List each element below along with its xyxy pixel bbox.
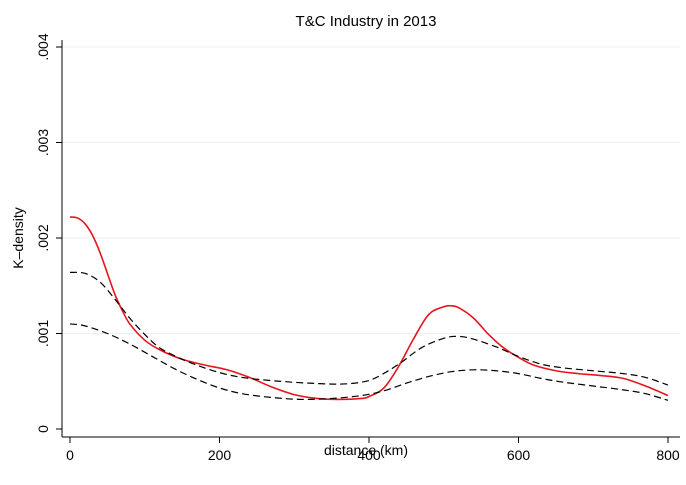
y-tick-label: .004 [35, 33, 51, 60]
grid-lines [62, 46, 680, 334]
x-tick-label: 600 [507, 447, 531, 463]
y-axis-title: K–density [10, 207, 26, 268]
x-ticks: 0 200 400 600 800 [66, 437, 680, 463]
density-curve-red [69, 216, 669, 401]
x-axis-title: distance (km) [324, 442, 408, 458]
x-tick-label: 200 [208, 447, 232, 463]
x-tick-label: 0 [66, 447, 74, 463]
confidence-band-dashed-2 [69, 323, 669, 401]
y-tick-label: .001 [35, 320, 51, 347]
y-tick-label: .002 [35, 224, 51, 251]
y-tick-label: .003 [35, 129, 51, 156]
confidence-band-dashed-1 [69, 271, 669, 386]
x-tick-label: 800 [656, 447, 680, 463]
x-tick-label: 400 [357, 447, 381, 463]
chart-title: T&C Industry in 2013 [296, 13, 437, 30]
series-layer [69, 216, 669, 401]
y-ticks: 0 .001 .002 .003 .004 [35, 33, 62, 433]
y-tick-label: 0 [35, 425, 51, 433]
